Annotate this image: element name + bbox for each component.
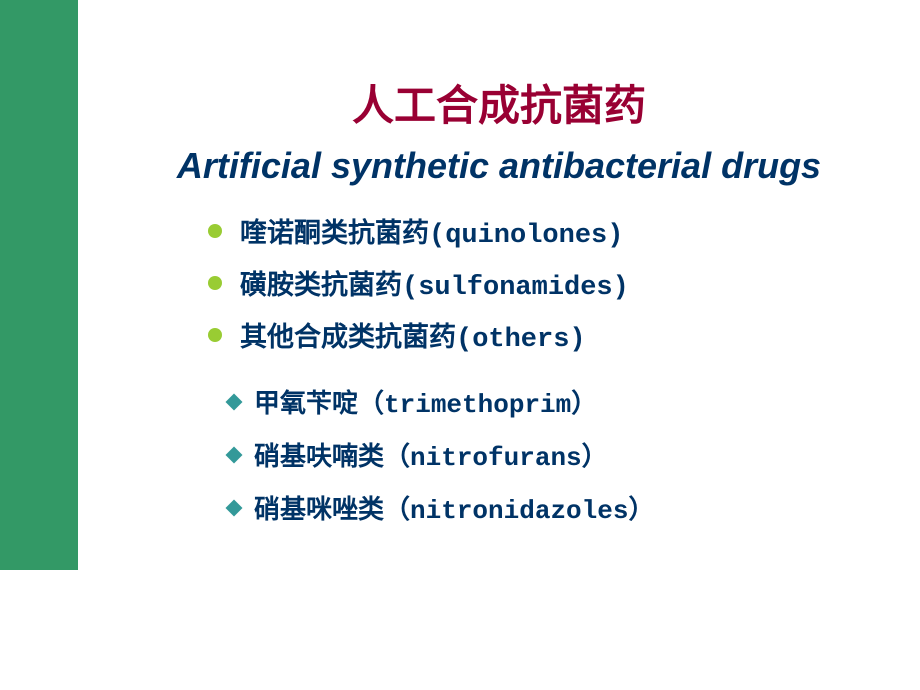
bullet-zh: 磺胺类抗菌药 [240,270,402,300]
sub-text: 甲氧苄啶（trimethoprim） [254,383,597,420]
list-item: 其他合成类抗菌药(others) [208,315,920,355]
sub-en: （nitronidazoles） [384,496,654,526]
sub-zh: 硝基呋喃类 [254,441,384,471]
list-item: 喹诺酮类抗菌药(quinolones) [208,211,920,251]
sub-en: （trimethoprim） [358,390,597,420]
diamond-icon [226,499,243,516]
list-item: 磺胺类抗菌药(sulfonamides) [208,263,920,303]
title-chinese: 人工合成抗菌药 [78,72,920,133]
sub-bullet-list: 甲氧苄啶（trimethoprim） 硝基呋喃类（nitrofurans） 硝基… [78,383,920,526]
bullet-text: 喹诺酮类抗菌药(quinolones) [240,211,623,251]
bullet-zh: 其他合成类抗菌药 [240,322,456,352]
bullet-en: (sulfonamides) [402,273,629,303]
slide-content: 人工合成抗菌药 Artificial synthetic antibacteri… [78,0,920,542]
bullet-dot-icon [208,328,222,342]
title-english: Artificial synthetic antibacterial drugs [78,145,920,187]
sub-zh: 硝基咪唑类 [254,494,384,524]
bullet-en: (others) [456,325,586,355]
sub-zh: 甲氧苄啶 [254,388,358,418]
main-bullet-list: 喹诺酮类抗菌药(quinolones) 磺胺类抗菌药(sulfonamides)… [78,211,920,355]
list-item: 硝基呋喃类（nitrofurans） [228,436,920,473]
bullet-dot-icon [208,276,222,290]
list-item: 甲氧苄啶（trimethoprim） [228,383,920,420]
side-accent-panel [0,0,78,570]
sub-en: （nitrofurans） [384,443,608,473]
bullet-en: (quinolones) [429,221,623,251]
sub-text: 硝基呋喃类（nitrofurans） [254,436,608,473]
diamond-icon [226,446,243,463]
diamond-icon [226,393,243,410]
bullet-dot-icon [208,224,222,238]
bullet-text: 磺胺类抗菌药(sulfonamides) [240,263,629,303]
bullet-zh: 喹诺酮类抗菌药 [240,218,429,248]
bullet-text: 其他合成类抗菌药(others) [240,315,586,355]
list-item: 硝基咪唑类（nitronidazoles） [228,489,920,526]
sub-text: 硝基咪唑类（nitronidazoles） [254,489,654,526]
